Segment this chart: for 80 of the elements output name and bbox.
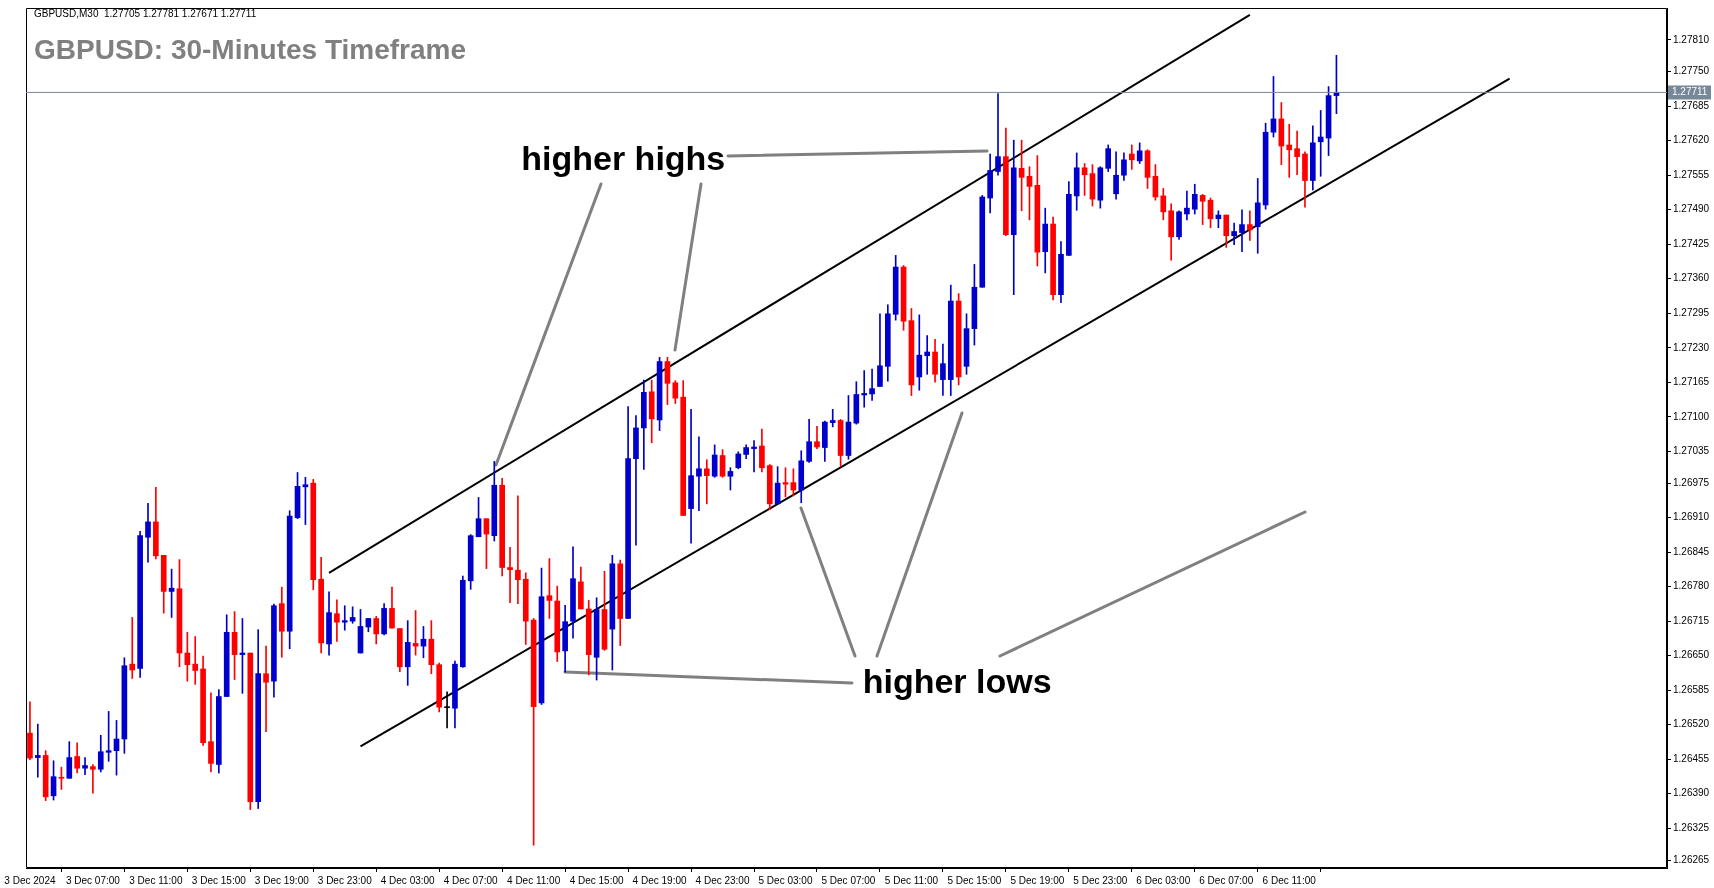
- x-tick-label: 6 Dec 03:00: [1136, 874, 1191, 886]
- y-tick-label: 1.27360: [1673, 272, 1710, 284]
- candlestick: [1317, 110, 1324, 177]
- y-tick-label: 1.26910: [1673, 511, 1710, 523]
- candlestick: [515, 495, 521, 604]
- candlestick: [869, 368, 875, 401]
- y-tick-label: 1.26265: [1673, 853, 1710, 865]
- x-tick-label: 4 Dec 23:00: [695, 874, 750, 886]
- candlestick: [751, 440, 757, 473]
- y-tick-label: 1.27295: [1673, 307, 1710, 318]
- candlestick: [688, 409, 694, 544]
- y-tick-label: 1.27490: [1673, 203, 1710, 215]
- candlestick: [633, 415, 639, 546]
- candlestick: [861, 370, 868, 408]
- candlestick: [34, 723, 41, 778]
- candlestick: [924, 335, 930, 375]
- candlestick: [341, 605, 348, 631]
- candlestick: [703, 459, 710, 505]
- candlestick: [507, 547, 513, 603]
- x-tick-label: 3 Dec 07:00: [65, 874, 121, 886]
- x-tick-label: 3 Dec 11:00: [129, 874, 183, 886]
- candlestick: [82, 757, 88, 775]
- x-tick-label: 5 Dec 23:00: [1073, 874, 1128, 886]
- candlestick: [829, 409, 836, 428]
- ref-line-label: 1.27711: [1672, 86, 1708, 98]
- annotation: higher lows: [862, 661, 1052, 701]
- candlestick: [334, 599, 340, 642]
- candlestick: [129, 617, 136, 679]
- y-tick-label: 1.27620: [1673, 134, 1710, 146]
- y-tick-label: 1.26390: [1673, 787, 1710, 799]
- y-tick-label: 1.27035: [1673, 445, 1710, 457]
- x-tick-label: 4 Dec 03:00: [380, 874, 436, 886]
- candlestick: [1128, 144, 1135, 170]
- candlestick: [1294, 130, 1300, 176]
- x-tick-label: 3 Dec 19:00: [254, 874, 310, 886]
- y-tick-label: 1.27230: [1673, 341, 1710, 353]
- x-tick-label: 6 Dec 11:00: [1262, 874, 1317, 886]
- y-tick-label: 1.26715: [1673, 614, 1710, 626]
- x-tick-label: 3 Dec 15:00: [191, 874, 247, 886]
- y-tick-label: 1.27685: [1673, 99, 1710, 111]
- candlestick: [1239, 209, 1245, 252]
- y-tick-label: 1.27555: [1673, 168, 1710, 180]
- annotation: GBPUSD,M30 1.27705 1.27781 1.27671 1.27711: [34, 8, 257, 19]
- candlestick: [1184, 190, 1190, 221]
- x-tick-label: 4 Dec 19:00: [632, 874, 687, 886]
- text: GBPUSD: 30-Minutes Timeframe: [34, 34, 467, 66]
- x-tick-label: 5 Dec 07:00: [821, 874, 876, 886]
- candlestick: [90, 764, 96, 794]
- candlestick: [444, 691, 450, 729]
- candlestick: [1231, 222, 1237, 246]
- annotation: higher highs: [521, 138, 726, 178]
- y-tick-label: 1.27750: [1673, 65, 1710, 77]
- y-tick-label: 1.26975: [1673, 476, 1710, 488]
- y-tick-label: 1.26780: [1673, 580, 1710, 592]
- y-tick-label: 1.27165: [1673, 376, 1710, 388]
- x-tick-label: 3 Dec 2024: [4, 874, 56, 886]
- x-tick-label: 3 Dec 23:00: [317, 874, 373, 886]
- candlestick: [263, 645, 269, 732]
- x-tick-label: 5 Dec 03:00: [758, 874, 813, 886]
- y-tick-label: 1.26585: [1673, 683, 1710, 695]
- y-tick-label: 1.26520: [1673, 718, 1710, 730]
- x-tick-label: 6 Dec 07:00: [1199, 874, 1254, 886]
- x-tick-label: 4 Dec 07:00: [443, 874, 499, 886]
- x-tick-label: 5 Dec 15:00: [947, 874, 1002, 886]
- y-tick-label: 1.26650: [1673, 649, 1710, 661]
- y-tick-label: 1.27100: [1673, 410, 1710, 422]
- x-tick-label: 5 Dec 11:00: [884, 874, 939, 886]
- x-tick-label: 5 Dec 19:00: [1010, 874, 1065, 886]
- y-tick-label: 1.26455: [1673, 752, 1710, 764]
- candlestick: [1286, 123, 1293, 178]
- y-tick-label: 1.27810: [1673, 33, 1710, 45]
- candlestick: [1247, 210, 1253, 241]
- x-tick-label: 4 Dec 11:00: [507, 874, 561, 886]
- candlestick: [696, 436, 702, 512]
- candlestick: [995, 93, 1001, 176]
- y-tick-label: 1.27425: [1673, 237, 1710, 249]
- candlestick: [192, 636, 199, 685]
- y-tick-label: 1.26845: [1673, 545, 1710, 557]
- y-tick-label: 1.26325: [1673, 821, 1710, 833]
- x-tick-label: 4 Dec 15:00: [569, 874, 625, 886]
